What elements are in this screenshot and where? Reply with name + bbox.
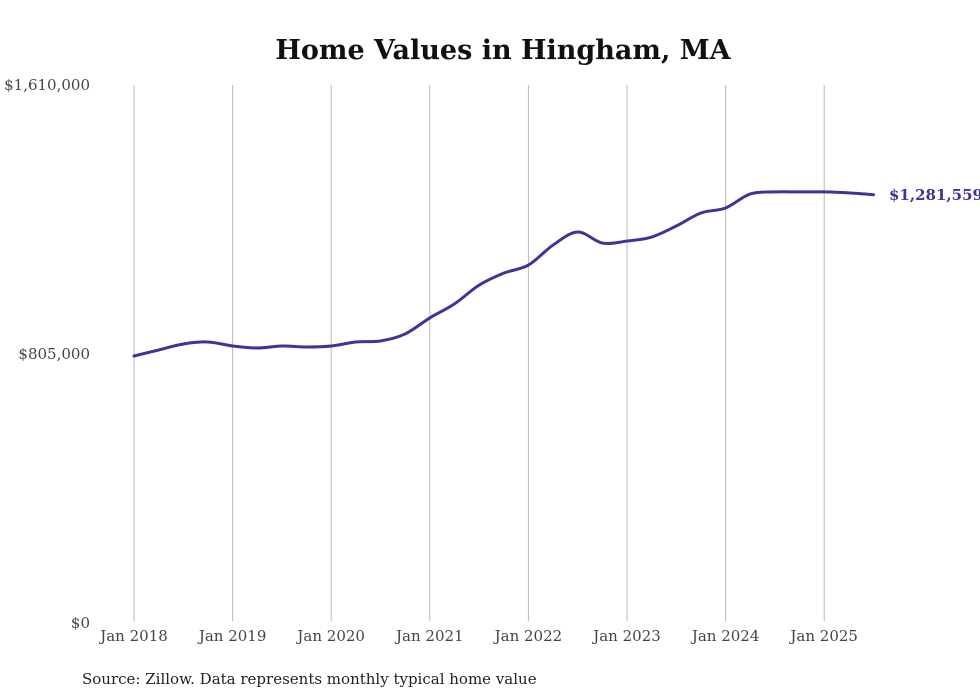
x-axis: Jan 2018 Jan 2019 Jan 2020 Jan 2021 Jan 2022… [98,627,858,645]
x-tick-label: Jan 2022 [493,627,563,645]
x-tick-label: Jan 2019 [197,627,267,645]
gridlines [133,85,825,621]
chart-title: Home Values in Hingham, MA [275,35,731,66]
series-line [132,190,875,358]
source-note: Source: Zillow. Data represents monthly … [82,670,537,688]
y-axis: $0 $805,000 $1,610,000 [4,76,90,632]
x-tick-label: Jan 2024 [690,627,760,645]
y-tick-label: $0 [71,614,90,632]
x-tick-label: Jan 2021 [394,627,464,645]
x-tick-label: Jan 2018 [98,627,168,645]
x-tick-label: Jan 2025 [788,627,858,645]
x-tick-label: Jan 2023 [591,627,661,645]
series-group [132,190,875,358]
x-tick-label: Jan 2020 [295,627,365,645]
end-value-label: $1,281,559 [889,186,980,204]
y-tick-label: $805,000 [18,345,90,363]
y-tick-label: $1,610,000 [4,76,90,94]
